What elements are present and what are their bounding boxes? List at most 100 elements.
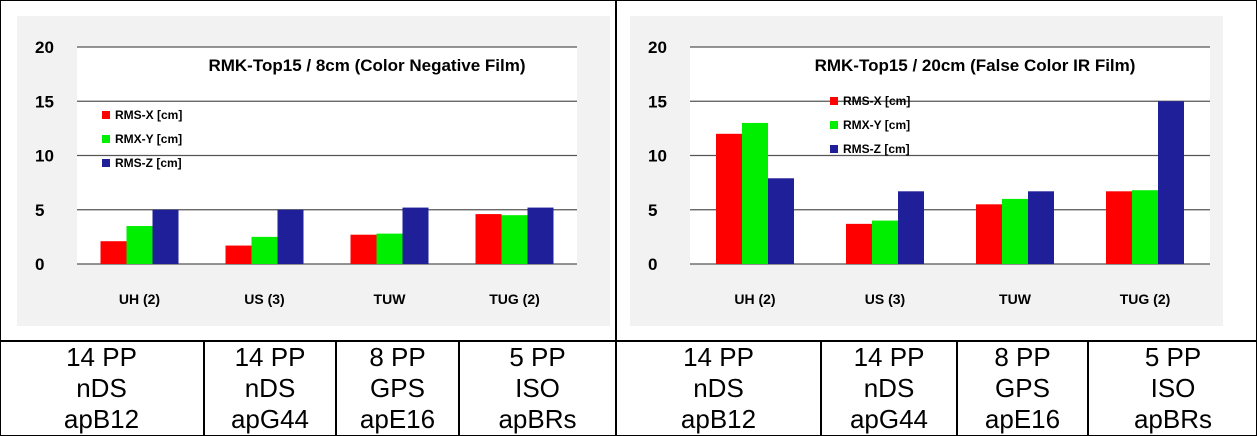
- cell-line: 8 PP: [369, 342, 426, 372]
- cell-divider: [956, 340, 958, 436]
- legend-label: RMX-Y [cm]: [115, 132, 182, 146]
- chart-right: RMK-Top15 / 20cm (False Color IR Film) 0…: [630, 16, 1223, 326]
- y-tick-label: 10: [35, 147, 54, 166]
- bar: [126, 226, 153, 264]
- bar: [976, 204, 1002, 264]
- bar: [402, 207, 429, 264]
- cell-line: apB12: [63, 404, 140, 434]
- cell-line: nDS: [863, 373, 915, 403]
- bar: [846, 223, 872, 264]
- y-tick-label: 0: [648, 255, 657, 274]
- cell-line: 14 PP: [234, 342, 306, 372]
- legend-swatch: [102, 135, 110, 143]
- bar: [768, 178, 794, 264]
- x-tick-label: US (3): [244, 291, 284, 307]
- cell-line: 5 PP: [1144, 342, 1202, 372]
- bar: [872, 220, 898, 264]
- y-tick-label: 10: [648, 147, 667, 166]
- cell-line: GPS: [370, 373, 425, 403]
- x-tick-label: UH (2): [119, 291, 160, 307]
- bar: [376, 233, 403, 264]
- x-tick-label: TUW: [999, 291, 1032, 307]
- cell-line: 8 PP: [994, 342, 1051, 372]
- y-tick-label: 20: [648, 38, 667, 57]
- y-tick-label: 5: [35, 201, 44, 220]
- bar: [152, 209, 179, 264]
- cell-line: apE16: [359, 404, 436, 434]
- y-tick-label: 15: [648, 92, 667, 111]
- bar: [1106, 191, 1132, 264]
- cell-divider: [203, 340, 205, 436]
- cell-line: apB12: [680, 404, 757, 434]
- legend-swatch: [830, 121, 838, 129]
- bar: [350, 234, 377, 264]
- chart-title: RMK-Top15 / 8cm (Color Negative Film): [208, 56, 525, 75]
- bar: [1002, 198, 1028, 264]
- cell-line: nDS: [244, 373, 296, 403]
- x-tick-label: TUG (2): [1120, 291, 1171, 307]
- cell-line: apE16: [984, 404, 1061, 434]
- cell-line: 5 PP: [509, 342, 566, 372]
- chart-left: RMK-Top15 / 8cm (Color Negative Film) 0 5…: [17, 16, 610, 326]
- chart-right-svg: RMK-Top15 / 20cm (False Color IR Film) 0…: [630, 16, 1223, 326]
- cell-line: ISO: [1150, 373, 1196, 403]
- cell-line: ISO: [515, 373, 560, 403]
- bar: [742, 122, 768, 264]
- legend-label: RMS-Z [cm]: [115, 156, 182, 170]
- chart-title: RMK-Top15 / 20cm (False Color IR Film): [815, 56, 1136, 75]
- cell-line: GPS: [995, 373, 1050, 403]
- x-tick-label: UH (2): [734, 291, 775, 307]
- legend-swatch: [830, 145, 838, 153]
- bar: [501, 215, 528, 264]
- x-tick-label: TUW: [374, 291, 407, 307]
- bar: [716, 133, 742, 264]
- bar: [475, 214, 502, 264]
- cell-line: apBRs: [498, 404, 577, 434]
- bar: [527, 207, 554, 264]
- cell-line: 14 PP: [66, 342, 137, 372]
- bar: [225, 245, 252, 264]
- bar: [1158, 101, 1184, 264]
- legend-swatch: [102, 159, 110, 167]
- cell-divider: [1087, 340, 1089, 436]
- center-divider: [615, 0, 617, 436]
- legend-swatch: [102, 111, 110, 119]
- bar: [100, 241, 127, 264]
- legend-swatch: [830, 97, 838, 105]
- y-tick-label: 0: [35, 255, 44, 274]
- legend-label: RMS-Z [cm]: [843, 142, 910, 156]
- chart-left-svg: RMK-Top15 / 8cm (Color Negative Film) 0 5…: [17, 16, 610, 326]
- bar: [277, 209, 304, 264]
- bar: [251, 236, 278, 264]
- bar: [1132, 190, 1158, 264]
- bar: [898, 191, 924, 264]
- table-cell: 5 PP ISO apBRs: [1089, 342, 1257, 436]
- cell-line: apG44: [230, 404, 310, 434]
- bar: [1028, 191, 1054, 264]
- x-tick-label: TUG (2): [489, 291, 540, 307]
- y-tick-label: 5: [648, 201, 657, 220]
- table-cell: 14 PP nDS apG44: [205, 342, 335, 436]
- row-divider: [0, 340, 1257, 342]
- y-tick-label: 20: [35, 38, 54, 57]
- y-tick-label: 15: [35, 92, 54, 111]
- x-tick-label: US (3): [865, 291, 905, 307]
- table-cell: 8 PP GPS apE16: [337, 342, 458, 436]
- cell-line: apBRs: [1133, 404, 1213, 434]
- cell-divider: [820, 340, 822, 436]
- cell-line: nDS: [693, 373, 744, 403]
- legend-label: RMS-X [cm]: [843, 94, 910, 108]
- cell-divider: [458, 340, 460, 436]
- table-cell: 14 PP nDS apG44: [822, 342, 956, 436]
- cell-line: 14 PP: [683, 342, 754, 372]
- cell-line: apG44: [849, 404, 929, 434]
- cell-line: nDS: [76, 373, 127, 403]
- cell-line: 14 PP: [853, 342, 925, 372]
- table-cell: 14 PP nDS apB12: [0, 342, 203, 436]
- cell-divider: [335, 340, 337, 436]
- legend-label: RMX-Y [cm]: [843, 118, 910, 132]
- legend-label: RMS-X [cm]: [115, 108, 182, 122]
- table-cell: 14 PP nDS apB12: [617, 342, 820, 436]
- table-cell: 5 PP ISO apBRs: [460, 342, 615, 436]
- table-cell: 8 PP GPS apE16: [958, 342, 1087, 436]
